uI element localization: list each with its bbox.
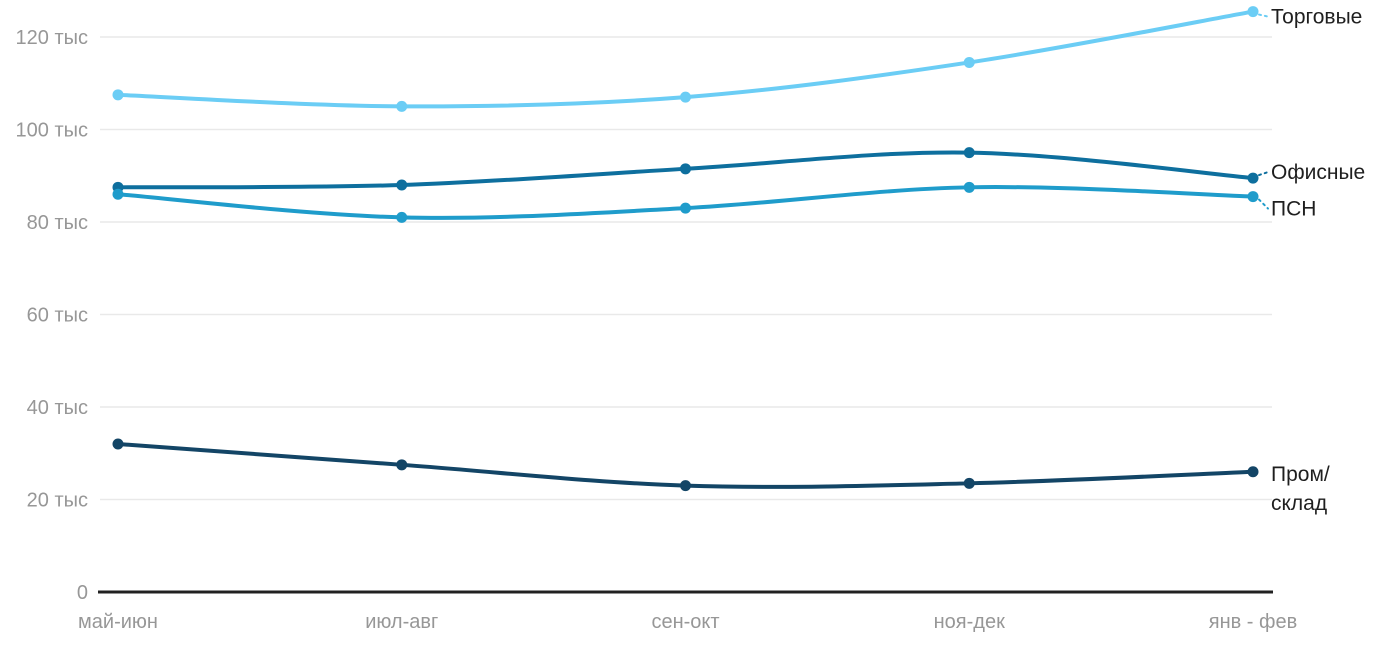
label-connector — [1258, 198, 1269, 210]
y-tick-label: 100 тыс — [16, 120, 88, 142]
data-point[interactable] — [963, 477, 975, 489]
data-point[interactable] — [680, 91, 691, 103]
series-label: склад — [1271, 492, 1327, 515]
data-point[interactable] — [1247, 466, 1259, 478]
x-tick-label: янв - фев — [1209, 611, 1297, 633]
series-label: Пром/ — [1271, 463, 1330, 486]
y-tick-label: 60 тыс — [27, 305, 88, 327]
label-connector — [1258, 171, 1269, 177]
x-tick-label: май-июн — [78, 611, 158, 633]
x-tick-label: июл-авг — [365, 611, 438, 633]
data-point[interactable] — [963, 181, 975, 193]
data-point[interactable] — [396, 100, 408, 112]
data-point[interactable] — [396, 459, 408, 471]
series-label: Офисные — [1271, 161, 1365, 184]
data-point[interactable] — [963, 56, 975, 68]
data-point[interactable] — [396, 179, 408, 191]
data-point[interactable] — [112, 188, 124, 200]
data-point[interactable] — [112, 89, 124, 101]
data-point[interactable] — [1247, 6, 1259, 18]
series-label: ПСН — [1271, 198, 1316, 221]
data-point[interactable] — [963, 147, 975, 159]
data-point[interactable] — [680, 163, 691, 175]
x-tick-label: ноя-дек — [934, 611, 1005, 633]
data-point[interactable] — [680, 480, 691, 492]
y-tick-label: 120 тыс — [16, 27, 88, 49]
y-tick-label: 20 тыс — [27, 490, 88, 512]
label-connector — [1258, 13, 1269, 18]
series-label: Торговые — [1271, 6, 1362, 29]
data-point[interactable] — [680, 202, 691, 214]
data-point[interactable] — [1247, 191, 1259, 203]
data-point[interactable] — [112, 438, 124, 450]
data-point[interactable] — [1247, 172, 1259, 184]
x-tick-label: сен-окт — [651, 611, 719, 633]
y-tick-label: 40 тыс — [27, 397, 88, 419]
data-point[interactable] — [396, 211, 408, 223]
y-tick-label: 0 — [77, 582, 88, 604]
y-tick-label: 80 тыс — [27, 212, 88, 234]
